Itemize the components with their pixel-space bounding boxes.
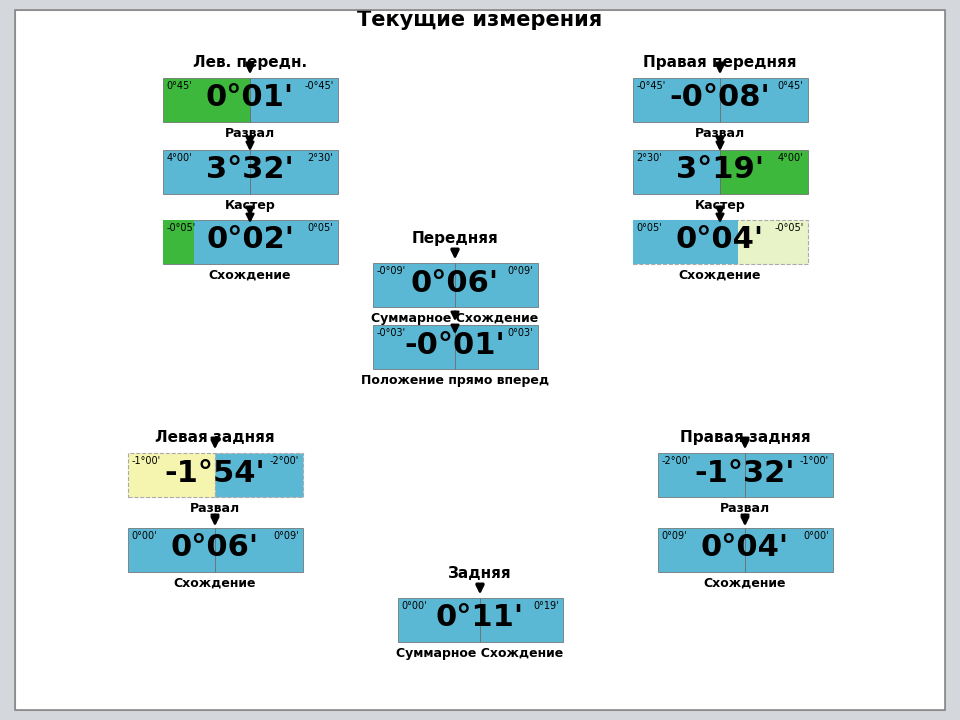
Text: -1°00': -1°00': [132, 456, 160, 466]
Text: Развал: Развал: [190, 502, 240, 515]
Text: 0°06': 0°06': [171, 534, 259, 562]
Text: Задняя: Задняя: [448, 566, 512, 581]
Bar: [658, 528, 745, 572]
Bar: [745, 528, 832, 572]
Bar: [658, 453, 745, 497]
Text: 0°09': 0°09': [508, 266, 534, 276]
Text: -0°05': -0°05': [775, 223, 804, 233]
Text: Лев. передн.: Лев. передн.: [193, 55, 307, 70]
Bar: [633, 78, 720, 122]
Text: 0°03': 0°03': [508, 328, 534, 338]
Text: Передняя: Передняя: [412, 231, 498, 246]
Text: Развал: Развал: [720, 502, 770, 515]
Bar: [215, 453, 302, 497]
Text: Кастер: Кастер: [695, 199, 745, 212]
Bar: [162, 220, 338, 264]
Bar: [372, 263, 455, 307]
Text: Текущие измерения: Текущие измерения: [357, 10, 603, 30]
Bar: [745, 453, 832, 497]
Bar: [162, 78, 250, 122]
Text: 2°30': 2°30': [636, 153, 662, 163]
Text: 0°00': 0°00': [132, 531, 157, 541]
Bar: [633, 220, 737, 264]
Bar: [162, 150, 250, 194]
Text: -2°00': -2°00': [269, 456, 299, 466]
Text: 4°00': 4°00': [166, 153, 192, 163]
Text: Схождение: Схождение: [174, 577, 256, 590]
Text: 0°45': 0°45': [166, 81, 192, 91]
Text: 0°06': 0°06': [411, 269, 499, 297]
Text: Левая задняя: Левая задняя: [156, 430, 275, 445]
Text: 0°04': 0°04': [701, 534, 789, 562]
Text: Правая передняя: Правая передняя: [643, 55, 797, 70]
Bar: [455, 325, 538, 369]
Text: 0°01': 0°01': [206, 84, 294, 112]
Text: Суммарное Схождение: Суммарное Схождение: [396, 647, 564, 660]
Bar: [480, 598, 563, 642]
Text: -0°45': -0°45': [304, 81, 333, 91]
Text: Развал: Развал: [225, 127, 276, 140]
Text: 0°19': 0°19': [533, 601, 559, 611]
Text: 0°00': 0°00': [803, 531, 828, 541]
Text: Положение прямо вперед: Положение прямо вперед: [361, 374, 549, 387]
Text: 0°02': 0°02': [206, 225, 294, 254]
Text: 0°09': 0°09': [273, 531, 299, 541]
Text: 3°32': 3°32': [206, 156, 294, 184]
Text: -0°09': -0°09': [376, 266, 406, 276]
Text: -1°32': -1°32': [695, 459, 795, 487]
Text: 0°11': 0°11': [436, 603, 524, 632]
Text: 0°09': 0°09': [661, 531, 687, 541]
Bar: [397, 598, 480, 642]
Text: 3°19': 3°19': [676, 156, 764, 184]
Bar: [250, 150, 338, 194]
Bar: [250, 78, 338, 122]
Text: 0°05': 0°05': [308, 223, 333, 233]
Text: 4°00': 4°00': [778, 153, 804, 163]
Text: Схождение: Схождение: [704, 577, 786, 590]
Bar: [372, 325, 455, 369]
Text: -0°03': -0°03': [376, 328, 406, 338]
Text: Кастер: Кастер: [225, 199, 276, 212]
Bar: [720, 150, 807, 194]
Text: 0°04': 0°04': [676, 225, 764, 254]
Text: Схождение: Схождение: [679, 269, 761, 282]
Text: Суммарное Схождение: Суммарное Схождение: [372, 312, 539, 325]
Text: 2°30': 2°30': [308, 153, 333, 163]
Text: 0°05': 0°05': [636, 223, 662, 233]
Bar: [720, 78, 807, 122]
Bar: [128, 528, 215, 572]
Text: -2°00': -2°00': [661, 456, 691, 466]
Text: Правая задняя: Правая задняя: [680, 430, 810, 445]
Text: Развал: Развал: [695, 127, 745, 140]
Text: -0°01': -0°01': [404, 330, 505, 359]
Bar: [128, 453, 215, 497]
Text: -0°45': -0°45': [636, 81, 665, 91]
Bar: [633, 150, 720, 194]
Text: -1°00': -1°00': [800, 456, 828, 466]
Text: -0°05': -0°05': [166, 223, 196, 233]
Text: Схождение: Схождение: [208, 269, 291, 282]
Text: -0°08': -0°08': [670, 84, 770, 112]
Text: 0°45': 0°45': [778, 81, 804, 91]
Text: 0°00': 0°00': [401, 601, 427, 611]
Bar: [215, 528, 302, 572]
Text: -1°54': -1°54': [164, 459, 265, 487]
Bar: [633, 220, 807, 264]
Bar: [455, 263, 538, 307]
Bar: [162, 220, 194, 264]
